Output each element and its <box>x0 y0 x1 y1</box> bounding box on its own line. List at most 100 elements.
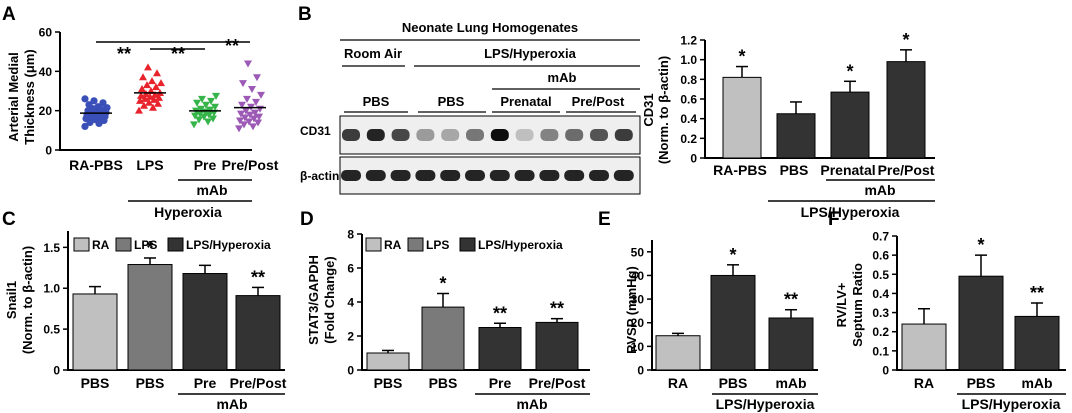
y-tick-label: 1.0 <box>680 53 697 67</box>
legend-swatch <box>365 237 382 252</box>
y-tick-label: 50 <box>631 245 645 259</box>
group-label-mab: mAb <box>216 396 247 412</box>
x-tick-label: LPS <box>136 157 163 173</box>
lane-group-pbs: PBS <box>363 94 390 109</box>
panel-letter: D <box>300 209 314 230</box>
y-tick-label: 20 <box>631 316 645 330</box>
bar <box>1014 315 1060 371</box>
data-point <box>209 115 217 123</box>
x-tick-label: PBS <box>81 375 110 391</box>
data-point <box>143 81 151 89</box>
y-tick-label: 0 <box>637 364 644 378</box>
band-cd31 <box>391 129 410 141</box>
significance-star: * <box>846 61 853 81</box>
band-beta-actin <box>341 170 361 181</box>
panel-b: B Neonate Lung Homogenates Room Air LPS/… <box>298 4 641 195</box>
panel-c: C Snail1 (Norm. to β-actin) 0 0.5 1.0 1.5 *… <box>2 209 287 412</box>
data-point <box>207 97 215 105</box>
band-beta-actin <box>613 170 634 181</box>
band-beta-actin <box>489 170 510 181</box>
x-tick-label: Pre/Post <box>529 375 586 391</box>
y-axis-label-line2: (Norm. to β-actin) <box>656 56 671 164</box>
band-label-beta-actin: β-actin <box>300 169 339 183</box>
x-tick-label: RA <box>668 375 688 391</box>
band-beta-actin <box>415 170 436 181</box>
band-beta-actin <box>589 170 609 181</box>
legend-label: LPS <box>134 238 157 252</box>
legend-swatch <box>167 237 184 252</box>
legend-label: LPS/Hyperoxia <box>478 238 563 252</box>
y-tick-label: 0.5 <box>43 323 60 337</box>
bars: *** <box>655 245 814 371</box>
data-point <box>235 125 243 133</box>
data-point <box>212 92 220 100</box>
bar <box>478 327 522 371</box>
x-tick-label: Pre <box>194 157 217 173</box>
data-point <box>198 95 206 103</box>
group-label-mab: mAb <box>516 396 547 412</box>
data-point <box>249 123 257 131</box>
data-point <box>154 99 162 107</box>
significance-stars: ** <box>171 44 185 64</box>
bar <box>958 275 1004 371</box>
bar <box>886 61 926 159</box>
data-point <box>246 111 254 119</box>
band-cd31 <box>515 129 534 141</box>
data-point <box>255 113 263 121</box>
y-tick-label: 20 <box>39 104 53 118</box>
legend-swatch <box>73 237 90 252</box>
x-tick-label: RA <box>914 375 934 391</box>
x-tick-label: Pre/Post <box>230 375 287 391</box>
significance-star: ** <box>784 290 798 310</box>
panel-letter: B <box>298 4 312 25</box>
data-point <box>138 85 146 93</box>
significance-star: * <box>729 245 736 265</box>
y-tick-label: 0 <box>53 364 60 378</box>
x-axis-tick-labels: RA PBS mAb <box>914 375 1053 391</box>
data-point <box>140 101 148 109</box>
y-tick-label: 0.7 <box>872 230 889 244</box>
bar <box>901 323 947 371</box>
significance-star: * <box>146 238 153 258</box>
y-tick-label: 6 <box>347 262 354 276</box>
data-point <box>244 60 252 68</box>
band-cd31 <box>590 129 608 141</box>
x-tick-label: Pre/Post <box>222 157 279 173</box>
y-tick-label: 0 <box>882 364 889 378</box>
y-axis-ticks: 0 20 40 60 <box>39 26 60 158</box>
bar <box>72 293 118 371</box>
bar <box>722 76 762 159</box>
y-axis-label-line1: CD31 <box>641 93 656 126</box>
x-tick-label: PBS <box>780 162 809 178</box>
y-tick-label: 10 <box>631 340 645 354</box>
x-axis-tick-labels: RA-PBS LPS Pre Pre/Post <box>69 157 279 173</box>
data-point <box>245 118 253 126</box>
y-axis-label-line2: (Fold Change) <box>322 256 337 343</box>
significance-star: ** <box>251 267 265 287</box>
x-tick-label: PBS <box>374 375 403 391</box>
data-point <box>139 73 147 81</box>
panel-letter: A <box>2 4 16 25</box>
lane-group-pbs: PBS <box>438 94 465 109</box>
data-point <box>103 104 111 112</box>
band-beta-actin <box>514 170 535 181</box>
panel-a: A Arterial Medial Thickness (μm) 0 20 40 60… <box>2 4 279 220</box>
y-tick-label: 0 <box>690 152 697 166</box>
data-point <box>150 95 158 103</box>
data-point <box>94 103 102 111</box>
data-point <box>145 98 153 106</box>
group-label-lps-hyperoxia: LPS/Hyperoxia <box>962 396 1061 412</box>
data-point <box>200 113 208 121</box>
legend-label: RA <box>384 238 402 252</box>
x-axis-tick-labels: RA-PBS PBS Prenatal Pre/Post <box>713 162 935 178</box>
x-tick-label: PBS <box>429 375 458 391</box>
y-axis-label: RVSP (mmHg) <box>624 266 639 354</box>
treatment-mab: mAb <box>548 70 577 85</box>
group-label-mab: mAb <box>196 182 227 198</box>
bar <box>182 273 228 371</box>
y-tick-label: 30 <box>631 293 645 307</box>
y-tick-label: 0.6 <box>872 249 889 263</box>
significance-star: ** <box>1030 283 1044 303</box>
